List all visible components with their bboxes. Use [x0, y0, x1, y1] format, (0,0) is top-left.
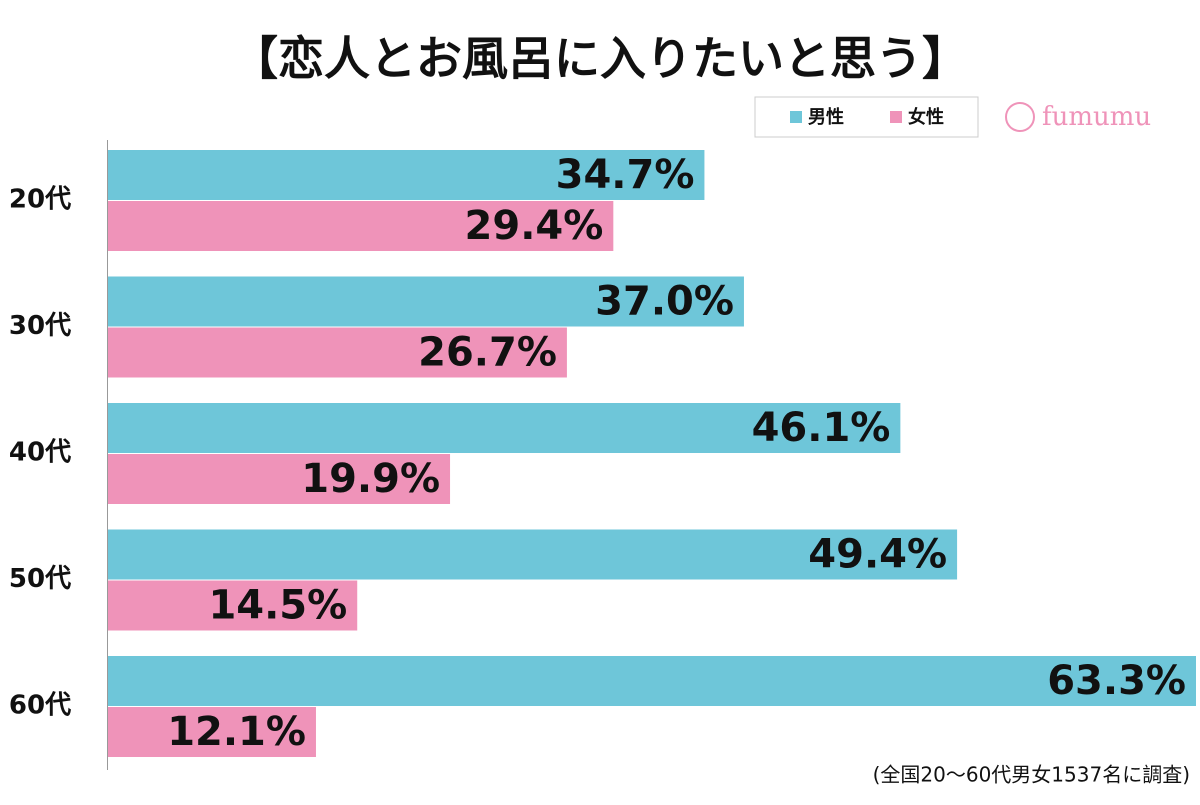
bar: [108, 529, 958, 580]
legend-swatch: [790, 111, 802, 123]
legend-label: 男性: [808, 106, 844, 128]
bar: [108, 403, 901, 453]
value-label: 26.7%: [418, 330, 557, 376]
value-label: 37.0%: [595, 279, 734, 325]
y-tick-label: 50代: [9, 564, 71, 594]
bar: [108, 656, 1196, 706]
bar: [108, 150, 705, 200]
chart-title: 【恋人とお風呂に入りたいと思う】: [232, 32, 968, 86]
value-label: 49.4%: [808, 532, 947, 578]
y-tick-label: 60代: [9, 691, 71, 721]
logo-icon: [1005, 102, 1035, 132]
legend-box: [754, 96, 979, 138]
bar: [108, 276, 744, 327]
bar: [108, 580, 358, 631]
y-tick-label: 20代: [9, 185, 71, 215]
value-label: 14.5%: [208, 583, 347, 629]
value-label: 63.3%: [1047, 658, 1186, 704]
logo-text: fumumu: [1042, 102, 1151, 132]
bar: [108, 454, 451, 504]
value-label: 19.9%: [301, 456, 440, 502]
bar: [108, 707, 316, 757]
value-label: 34.7%: [556, 152, 695, 198]
y-tick-label: 30代: [9, 311, 71, 341]
bar: [108, 201, 614, 251]
bar: [108, 327, 567, 378]
value-label: 46.1%: [752, 405, 891, 451]
value-label: 29.4%: [465, 203, 604, 249]
legend-swatch: [890, 111, 902, 123]
value-label: 12.1%: [167, 709, 306, 755]
legend-label: 女性: [908, 106, 944, 128]
y-tick-label: 40代: [9, 438, 71, 468]
note: (全国20〜60代男女1537名に調査): [873, 763, 1190, 787]
logo: fumumu: [1005, 102, 1151, 132]
